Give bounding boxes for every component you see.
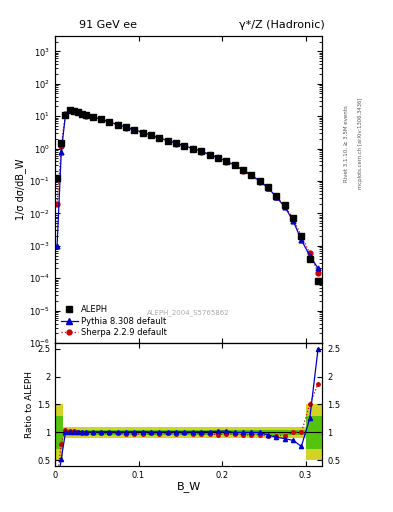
Text: 91 GeV ee: 91 GeV ee: [79, 19, 138, 30]
Text: mcplots.cern.ch [arXiv:1306.3436]: mcplots.cern.ch [arXiv:1306.3436]: [358, 98, 363, 189]
Y-axis label: 1/σ dσ/dB_W: 1/σ dσ/dB_W: [15, 159, 26, 220]
Y-axis label: Ratio to ALEPH: Ratio to ALEPH: [25, 371, 34, 438]
Legend: ALEPH, Pythia 8.308 default, Sherpa 2.2.9 default: ALEPH, Pythia 8.308 default, Sherpa 2.2.…: [59, 304, 168, 339]
Text: ALEPH_2004_S5765862: ALEPH_2004_S5765862: [147, 309, 230, 316]
Text: Rivet 3.1.10, ≥ 3.5M events: Rivet 3.1.10, ≥ 3.5M events: [344, 105, 349, 182]
X-axis label: B_W: B_W: [176, 481, 201, 492]
Text: γ*/Z (Hadronic): γ*/Z (Hadronic): [239, 19, 325, 30]
